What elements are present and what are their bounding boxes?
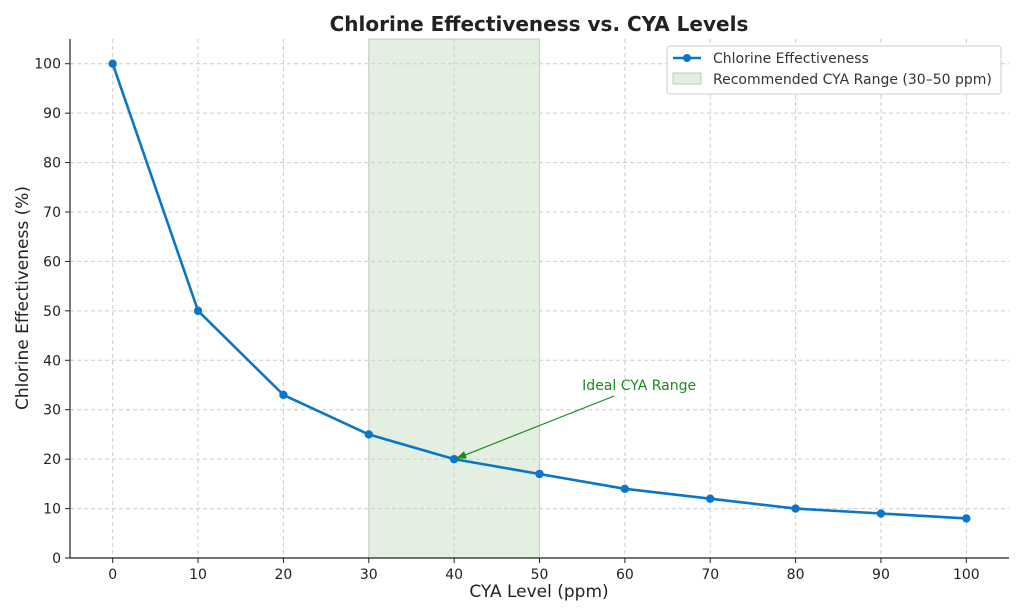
legend-series-marker — [683, 54, 691, 62]
series-layer — [108, 59, 971, 523]
y-tick-label: 20 — [43, 452, 61, 468]
legend-range-swatch — [672, 72, 702, 85]
data-point — [620, 484, 630, 493]
y-tick-label: 30 — [43, 403, 61, 419]
data-point — [364, 430, 373, 439]
legend-range-label: Recommended CYA Range (30–50 ppm) — [713, 72, 992, 88]
axes-layer: 0 10 20 30 40 50 60 70 80 90 100 0 10 20 30 40 50 60 70 80 9… — [34, 39, 1009, 583]
annotation-label: Ideal CYA Range — [582, 378, 696, 394]
x-tick-label: 70 — [701, 567, 719, 583]
x-tick-label: 40 — [445, 567, 463, 583]
x-tick-label: 100 — [953, 567, 980, 583]
x-axis-title: CYA Level (ppm) — [469, 582, 608, 602]
y-tick-label: 40 — [43, 353, 61, 369]
annotation-arrow — [456, 395, 615, 459]
x-tick-label: 10 — [189, 567, 207, 583]
y-axis-title: Chlorine Effectiveness (%) — [13, 186, 33, 410]
y-tick-label: 100 — [34, 57, 61, 73]
y-tick-label: 10 — [43, 502, 61, 518]
y-tick-label: 80 — [43, 156, 61, 172]
x-tick-label: 20 — [274, 567, 292, 583]
legend: Chlorine Effectiveness Recommended CYA R… — [666, 45, 1002, 95]
data-point — [962, 514, 971, 523]
y-tick-label: 90 — [43, 106, 61, 122]
data-point — [279, 390, 288, 400]
data-point — [108, 59, 117, 68]
annotation-layer: Ideal CYA Range — [456, 378, 696, 459]
x-tick-label: 60 — [616, 567, 634, 583]
y-tick-label: 0 — [52, 551, 61, 567]
x-tick-label: 50 — [531, 567, 549, 583]
y-tick-label: 50 — [43, 304, 61, 320]
data-point — [706, 494, 715, 503]
data-point — [449, 454, 459, 464]
legend-box — [666, 45, 1002, 95]
x-tick-label: 90 — [872, 567, 890, 583]
y-tick-label: 70 — [43, 205, 61, 221]
x-tick-label: 80 — [787, 567, 805, 583]
data-point — [791, 504, 800, 513]
legend-series-label: Chlorine Effectiveness — [713, 51, 869, 67]
data-point — [193, 306, 203, 316]
data-point — [535, 469, 544, 479]
x-tick-label: 0 — [108, 567, 117, 583]
grid-layer — [70, 39, 1009, 559]
y-tick-label: 60 — [43, 254, 61, 270]
data-point — [876, 509, 886, 518]
x-tick-label: 30 — [360, 567, 378, 583]
chart-title: Chlorine Effectiveness vs. CYA Levels — [330, 12, 749, 36]
